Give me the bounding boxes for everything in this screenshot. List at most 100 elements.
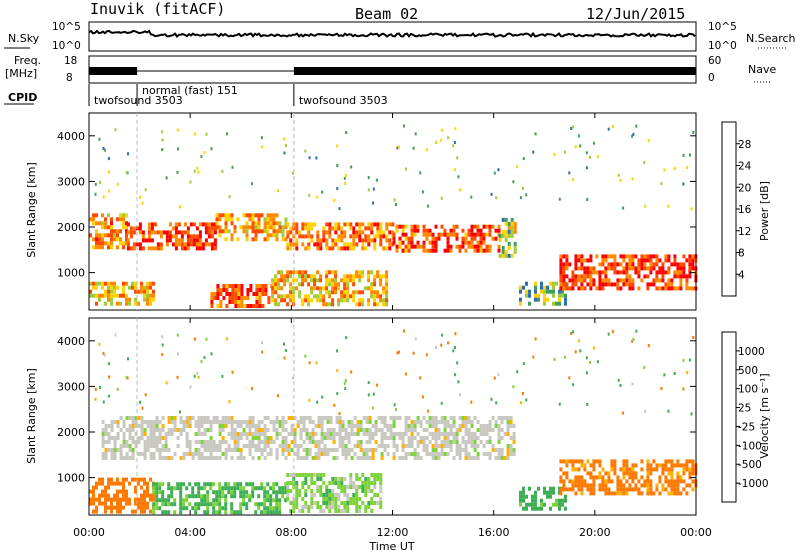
power-cell (622, 266, 626, 271)
power-cell (101, 241, 104, 246)
velocity-cell (197, 486, 201, 491)
velocity-cell (577, 487, 581, 492)
power-cell (139, 195, 141, 199)
velocity-cell (125, 477, 128, 482)
power-cell (537, 297, 540, 302)
power-cell (174, 230, 178, 235)
power-cell (441, 128, 444, 132)
power-cell (682, 153, 685, 157)
power-cell (243, 296, 247, 300)
velocity-cell (155, 506, 159, 511)
velocity-cell (622, 483, 626, 488)
velocity-cell (165, 381, 168, 385)
velocity-cell (278, 444, 282, 448)
velocity-cell (227, 490, 231, 495)
power-cell (257, 229, 261, 234)
power-cell (226, 132, 229, 136)
velocity-cell (422, 416, 426, 420)
velocity-cell (670, 471, 674, 476)
power-cell (174, 246, 178, 251)
velocity-cell (592, 487, 596, 492)
power-cell (252, 304, 256, 308)
power-cell (395, 228, 399, 233)
power-cell (233, 225, 237, 230)
velocity-cell (383, 416, 387, 420)
power-cell (422, 248, 426, 253)
velocity-cell (353, 444, 357, 448)
power-cell (419, 171, 422, 175)
power-cell (319, 246, 323, 251)
velocity-cell (407, 436, 411, 440)
velocity-cell (266, 498, 270, 503)
velocity-cell (476, 456, 480, 460)
velocity-cell (140, 477, 143, 482)
power-cell (168, 234, 172, 239)
power-cell (129, 226, 133, 231)
velocity-cell (146, 481, 149, 486)
velocity-cell (251, 456, 255, 460)
power-cell (116, 182, 119, 186)
power-cell (189, 242, 193, 247)
power-cell (586, 266, 590, 271)
velocity-cell (383, 420, 387, 424)
power-cell (652, 282, 656, 287)
power-cell (307, 234, 311, 239)
velocity-cell (340, 477, 344, 481)
power-cell (337, 302, 341, 307)
velocity-cell (92, 501, 95, 506)
power-cell (461, 228, 465, 233)
velocity-cell (350, 456, 354, 460)
velocity-cell (188, 502, 192, 507)
power-cell (558, 289, 561, 294)
velocity-cell (649, 483, 653, 488)
velocity-cell (592, 475, 596, 480)
velocity-cell (634, 487, 638, 492)
velocity-cell (242, 428, 246, 432)
power-cell (231, 288, 235, 292)
power-cell (470, 224, 474, 229)
power-cell (119, 241, 122, 246)
velocity-cell (158, 506, 162, 511)
velocity-cell (413, 452, 417, 456)
velocity-cell (616, 479, 620, 484)
power-cell (619, 262, 623, 267)
colorbar-tick-label: 12 (738, 226, 751, 238)
power-cell (598, 278, 602, 283)
power-cell (346, 290, 350, 295)
power-cell (319, 298, 323, 303)
power-cell (227, 229, 231, 234)
power-cell (688, 286, 692, 291)
power-cell (403, 124, 405, 128)
velocity-cell (299, 456, 303, 460)
velocity-cell (455, 432, 459, 436)
power-cell (655, 270, 659, 275)
colorbar-tick-label: 16 (738, 204, 752, 216)
power-cell (644, 204, 647, 208)
velocity-cell (203, 498, 207, 503)
power-cell (98, 237, 101, 242)
velocity-cell (467, 456, 471, 460)
velocity-cell (185, 436, 189, 440)
power-cell (622, 206, 625, 210)
power-cell (391, 230, 395, 235)
velocity-cell (203, 356, 206, 360)
power-cell (257, 217, 261, 222)
power-cell (277, 189, 279, 193)
velocity-cell (622, 487, 626, 492)
power-cell (580, 282, 584, 287)
power-cell (583, 274, 587, 279)
power-cell (146, 281, 149, 286)
power-cell (267, 300, 271, 304)
power-cell (350, 165, 353, 169)
velocity-cell (185, 452, 189, 456)
velocity-cell (295, 473, 299, 477)
velocity-cell (116, 481, 119, 486)
power-cell (385, 298, 389, 303)
velocity-cell (328, 481, 332, 485)
power-cell (313, 294, 317, 299)
velocity-cell (374, 428, 378, 432)
y-tick-label: 4000 (57, 130, 85, 143)
velocity-cell (589, 471, 593, 476)
power-cell (284, 217, 288, 222)
velocity-cell (467, 452, 471, 456)
